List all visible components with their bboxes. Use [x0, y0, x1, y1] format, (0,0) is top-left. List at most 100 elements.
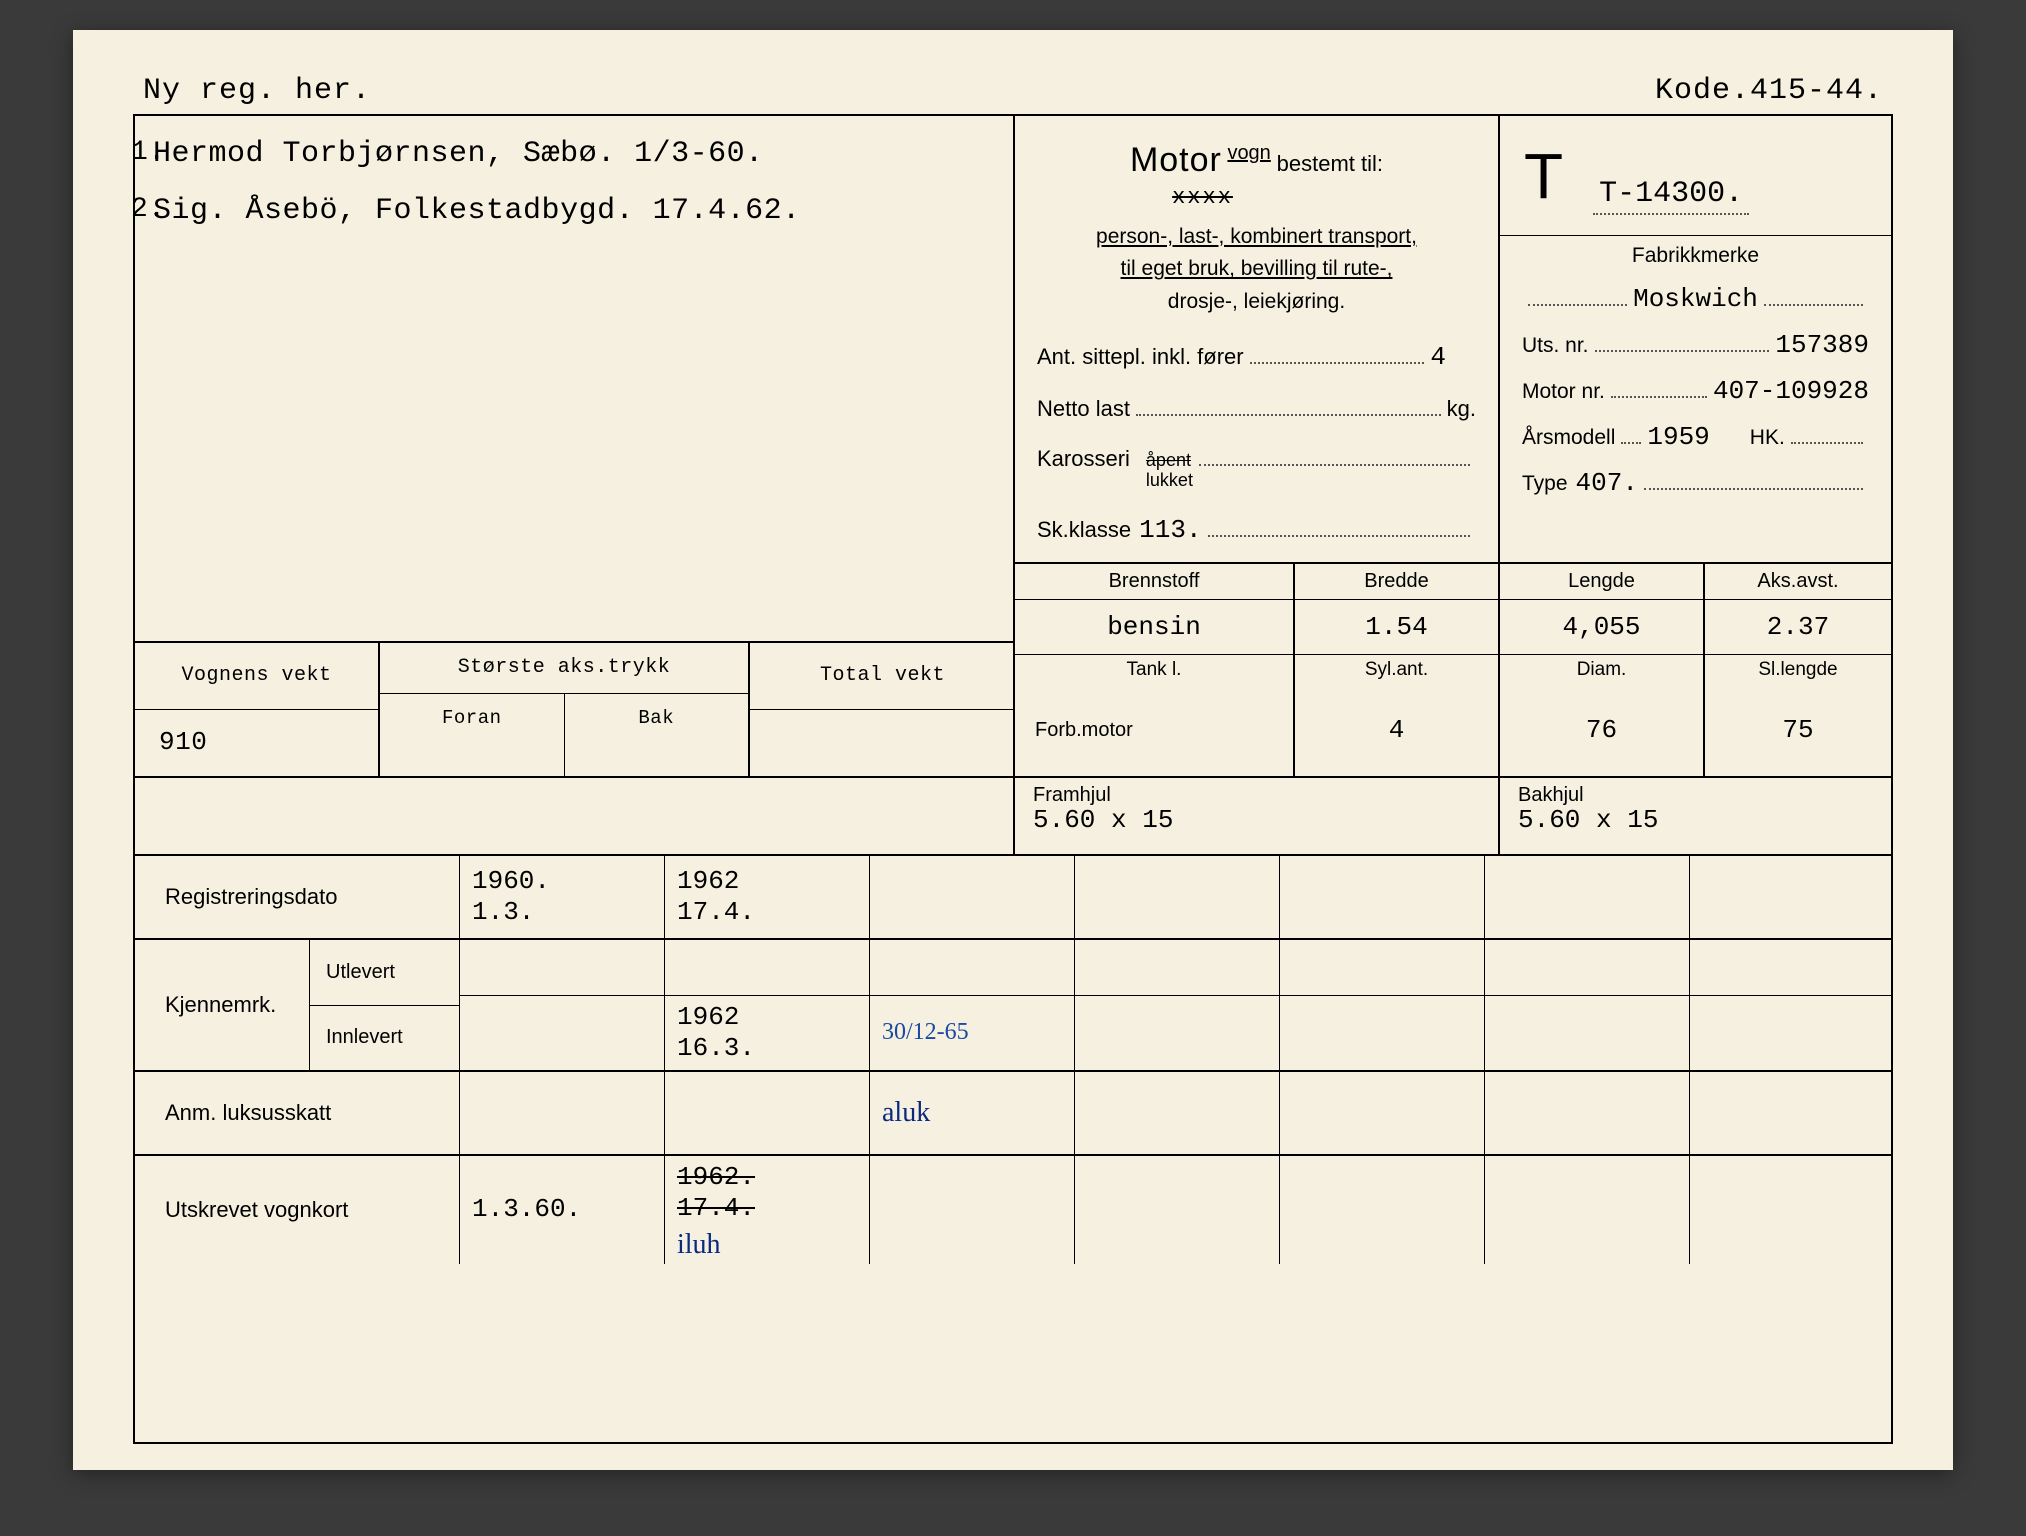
utskrevet-label: Utskrevet vognkort	[135, 1156, 460, 1264]
aks-split: Foran Bak	[380, 694, 748, 742]
utskrevet-crossed: 1962. 17.4. iluh	[665, 1156, 870, 1264]
specs-h-0: Brennstoff	[1015, 564, 1293, 600]
utskrevet-sig: iluh	[677, 1228, 857, 1262]
specs-v-2: 4,055	[1500, 600, 1703, 654]
seats-field: Ant. sittepl. inkl. fører 4	[1037, 342, 1476, 372]
motor-reg-row: Motor vogn bestemt til: xxxx person-, la…	[1015, 116, 1891, 564]
wheels-row: Framhjul 5.60 x 15 Bakhjul 5.60 x 15	[135, 776, 1891, 854]
regdato-1-top: 1962	[677, 866, 857, 897]
owners-box: 1. Hermod Torbjørnsen, Sæbø. 1/3-60. 2. …	[135, 116, 1015, 776]
regdato-cell-0: 1960. 1.3.	[460, 856, 665, 938]
aks-trykk-label: Største aks.trykk	[380, 643, 748, 694]
skklasse-field: Sk.klasse 113.	[1037, 515, 1476, 545]
top-half: 1. Hermod Torbjørnsen, Sæbø. 1/3-60. 2. …	[135, 116, 1891, 776]
owner-line-1: 1. Hermod Torbjørnsen, Sæbø. 1/3-60.	[153, 126, 995, 183]
fram-value: 5.60 x 15	[1033, 805, 1480, 835]
specs-h-3: Aks.avst.	[1705, 564, 1891, 600]
header-left: Ny reg. her.	[143, 74, 371, 108]
innlevert-0-bot: 16.3.	[677, 1033, 857, 1064]
hk-label: HK.	[1750, 426, 1785, 450]
utlevert-label: Utlevert	[310, 940, 459, 1006]
owner-num-1: 1.	[131, 126, 166, 179]
bak-label: Bakhjul	[1518, 784, 1584, 806]
seats-label: Ant. sittepl. inkl. fører	[1037, 344, 1244, 370]
bak-value: 5.60 x 15	[1518, 805, 1873, 835]
kjenn-label: Kjennemrk.	[135, 940, 309, 1070]
specs-sh-0: Tank l.	[1015, 654, 1293, 685]
specs-v2-3: 75	[1705, 685, 1891, 776]
utskrevet-x-bot: 17.4.	[677, 1193, 857, 1224]
forb-motor-label: Forb.motor	[1015, 685, 1295, 776]
aks-bak-label: Bak	[565, 694, 749, 742]
regdato-label: Registreringsdato	[135, 856, 460, 938]
specs-sh-1: Syl.ant.	[1295, 654, 1498, 685]
uts-label: Uts. nr.	[1522, 334, 1589, 358]
registration-card: Ny reg. her. Kode.415-44. 1. Hermod Torb…	[73, 30, 1953, 1470]
motor-box: Motor vogn bestemt til: xxxx person-, la…	[1015, 116, 1500, 564]
netto-label: Netto last	[1037, 396, 1130, 422]
regdato-0-bot: 1.3.	[472, 897, 652, 928]
fabrikk-value: Moskwich	[1633, 284, 1758, 314]
weight-row: Vognens vekt 910 Største aks.trykk Foran…	[135, 641, 1015, 776]
motor-purpose-1: person-, last-, kombinert transport,	[1096, 225, 1417, 248]
skklasse-value: 113.	[1139, 515, 1201, 545]
total-vekt-label: Total vekt	[750, 643, 1015, 710]
reg-T: T	[1524, 139, 1563, 213]
innlevert-label: Innlevert	[310, 1006, 459, 1071]
specs-v-3: 2.37	[1705, 600, 1891, 654]
motor-purpose-3: drosje-, leiekjøring.	[1168, 290, 1345, 313]
owner-text-2: Sig. Åsebö, Folkestadbygd. 17.4.62.	[153, 194, 801, 228]
header-row: Ny reg. her. Kode.415-44.	[133, 74, 1893, 108]
utskrevet-x-top: 1962.	[677, 1162, 857, 1193]
reg-top: T T-14300.	[1500, 116, 1891, 236]
anm-label: Anm. luksusskatt	[135, 1072, 460, 1154]
right-block: Motor vogn bestemt til: xxxx person-, la…	[1015, 116, 1891, 776]
netto-unit: kg.	[1447, 396, 1476, 422]
owner-text-1: Hermod Torbjørnsen, Sæbø. 1/3-60.	[153, 137, 764, 171]
innlevert-0-top: 1962	[677, 1002, 857, 1033]
fram-label: Framhjul	[1033, 784, 1111, 806]
main-frame: 1. Hermod Torbjørnsen, Sæbø. 1/3-60. 2. …	[133, 114, 1893, 1444]
motor-vogn: vogn	[1227, 142, 1270, 164]
regdato-0-top: 1960.	[472, 866, 652, 897]
header-right: Kode.415-44.	[1655, 74, 1883, 108]
utskrevet-row: Utskrevet vognkort 1.3.60. 1962. 17.4. i…	[135, 1156, 1891, 1264]
reg-fields: Fabrikkmerke Moskwich Uts. nr. 157389 Mot…	[1500, 236, 1891, 562]
specs-v2-2: 76	[1500, 685, 1705, 776]
specs-v-1: 1.54	[1295, 600, 1498, 654]
specs-sh-2: Diam.	[1500, 654, 1703, 685]
vognens-vekt-label: Vognens vekt	[135, 643, 378, 710]
motor-bestemt: bestemt til:	[1277, 151, 1383, 176]
reg-number: T-14300.	[1593, 177, 1749, 215]
netto-field: Netto last kg.	[1037, 396, 1476, 422]
owner-line-2: 2. Sig. Åsebö, Folkestadbygd. 17.4.62.	[153, 183, 995, 240]
specs-v2-1: 4	[1295, 685, 1500, 776]
specs-h-1: Bredde	[1295, 564, 1498, 600]
innlevert-cell-0: 1962 16.3.	[665, 996, 870, 1070]
type-value: 407.	[1576, 468, 1638, 498]
type-label: Type	[1522, 472, 1568, 496]
fabrikk-label: Fabrikkmerke	[1522, 244, 1869, 268]
specs-h-2: Lengde	[1500, 564, 1703, 600]
karosseri-apent: åpent	[1146, 451, 1193, 471]
owner-num-2: 2.	[131, 183, 166, 236]
arsmodell-value: 1959	[1647, 422, 1709, 452]
anm-row: Anm. luksusskatt aluk	[135, 1072, 1891, 1156]
aks-foran-label: Foran	[380, 694, 565, 742]
vognens-vekt-value: 910	[135, 710, 378, 776]
regdato-row: Registreringsdato 1960. 1.3. 1962 17.4.	[135, 856, 1891, 940]
karosseri-field: Karosseri åpent lukket	[1037, 446, 1476, 491]
skklasse-label: Sk.klasse	[1037, 517, 1131, 543]
innlevert-hand: 30/12-65	[882, 1018, 1062, 1047]
motornr-label: Motor nr.	[1522, 380, 1605, 404]
regdato-1-bot: 17.4.	[677, 897, 857, 928]
bottom-grid: Registreringsdato 1960. 1.3. 1962 17.4. …	[135, 854, 1891, 1264]
motor-purpose-2: til eget bruk, bevilling til rute-,	[1121, 257, 1393, 280]
karosseri-label: Karosseri	[1037, 446, 1130, 472]
arsmodell-label: Årsmodell	[1522, 426, 1615, 450]
spec-row-2: Forb.motor 4 76 75	[1015, 685, 1891, 776]
uts-value: 157389	[1775, 330, 1869, 360]
motor-sykkel-strike: xxxx	[1172, 185, 1233, 210]
utskrevet-0: 1.3.60.	[460, 1156, 665, 1264]
motor-heading: Motor vogn bestemt til: xxxx person-, la…	[1037, 134, 1476, 318]
